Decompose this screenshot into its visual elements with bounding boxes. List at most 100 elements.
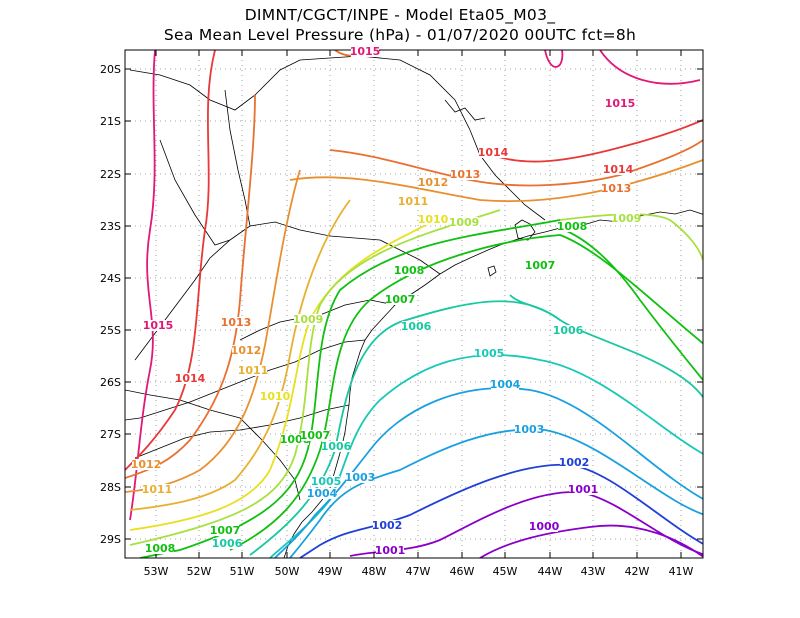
contour-label-bg bbox=[558, 221, 586, 232]
contour-label-bg bbox=[301, 430, 329, 441]
lat-tick-label: 29S bbox=[100, 533, 121, 546]
contour-label-bg bbox=[213, 538, 241, 549]
state-border-1 bbox=[129, 55, 546, 221]
isobar-1004 bbox=[274, 387, 703, 558]
contour-label-1002: 1002 bbox=[372, 519, 403, 532]
contour-label-bg bbox=[569, 484, 597, 495]
contour-label-bg bbox=[399, 196, 427, 207]
isobar-1012-w bbox=[125, 169, 301, 493]
contour-label-1010: 1010 bbox=[418, 213, 449, 226]
isobar-1008 bbox=[139, 219, 561, 558]
contour-label-bg bbox=[373, 520, 401, 531]
contour-label-1007: 1007 bbox=[385, 293, 416, 306]
contour-label-1000: 1000 bbox=[529, 520, 560, 533]
isobar-1015-ne bbox=[544, 50, 701, 85]
contour-label-bg bbox=[395, 265, 423, 276]
contour-label-bg bbox=[554, 325, 582, 336]
contour-label-bg bbox=[419, 214, 447, 225]
contour-label-bg bbox=[402, 321, 430, 332]
contour-label-1004: 1004 bbox=[307, 487, 338, 500]
isobars-layer bbox=[125, 50, 703, 558]
lon-tick-label: 53W bbox=[144, 565, 169, 578]
contour-label-bg bbox=[322, 441, 350, 452]
contour-label-1011: 1011 bbox=[398, 195, 429, 208]
contour-label-bg bbox=[515, 424, 543, 435]
contour-label-1006: 1006 bbox=[401, 320, 432, 333]
contour-label-1009: 1009 bbox=[449, 216, 480, 229]
contour-label-1013: 1013 bbox=[601, 182, 632, 195]
map-frame bbox=[124, 49, 704, 559]
contour-labels: 1015101510151014101410141013101310131012… bbox=[131, 45, 642, 557]
state-border-2 bbox=[134, 221, 441, 361]
contour-label-1006: 1006 bbox=[212, 537, 243, 550]
contour-label-1013: 1013 bbox=[450, 168, 481, 181]
contour-label-1009: 1009 bbox=[293, 313, 324, 326]
contour-label-bg bbox=[530, 521, 558, 532]
contour-label-1013: 1013 bbox=[221, 316, 252, 329]
lon-tick-label: 46W bbox=[450, 565, 475, 578]
contour-label-bg bbox=[526, 260, 554, 271]
contour-label-1005: 1005 bbox=[311, 475, 342, 488]
contour-label-1007: 1007 bbox=[525, 259, 556, 272]
lon-tick-label: 45W bbox=[493, 565, 518, 578]
contour-label-bg bbox=[176, 373, 204, 384]
lon-tick-label: 48W bbox=[362, 565, 387, 578]
contour-label-1012: 1012 bbox=[418, 176, 449, 189]
isobar-1002 bbox=[299, 463, 703, 558]
contour-label-bg bbox=[132, 459, 160, 470]
contour-label-bg bbox=[475, 348, 503, 359]
contour-label-1012: 1012 bbox=[231, 344, 262, 357]
contour-label-1014: 1014 bbox=[478, 146, 509, 159]
lat-tick-label: 22S bbox=[100, 168, 121, 181]
isobar-1000 bbox=[479, 524, 703, 558]
lat-tick-label: 26S bbox=[100, 376, 121, 389]
contour-label-1003: 1003 bbox=[345, 471, 376, 484]
lon-tick-label: 47W bbox=[406, 565, 431, 578]
lon-tick-label: 42W bbox=[625, 565, 650, 578]
map-title-line-1: DIMNT/CGCT/INPE - Model Eta05_M03_ bbox=[244, 6, 556, 24]
contour-label-bg bbox=[261, 391, 289, 402]
isobar-1014-w bbox=[125, 50, 216, 471]
contour-label-1008: 1008 bbox=[557, 220, 588, 233]
isobar-1013-ne bbox=[329, 139, 703, 187]
contour-label-1015: 1015 bbox=[350, 45, 381, 58]
contour-label-1011: 1011 bbox=[238, 364, 269, 377]
isobar-1014-ne bbox=[479, 119, 703, 163]
isobar-1007 bbox=[229, 234, 703, 551]
map-title-line-2: Sea Mean Level Pressure (hPa) - 01/07/20… bbox=[163, 26, 637, 44]
contour-label-1002: 1002 bbox=[559, 456, 590, 469]
country-border bbox=[125, 389, 301, 501]
contour-label-1012: 1012 bbox=[131, 458, 162, 471]
lon-tick-label: 49W bbox=[318, 565, 343, 578]
contour-label-bg bbox=[450, 217, 478, 228]
contour-label-1014: 1014 bbox=[175, 372, 206, 385]
river-2 bbox=[159, 139, 231, 246]
isobar-1005 bbox=[269, 354, 703, 558]
contour-label-1004: 1004 bbox=[490, 378, 521, 391]
island-1 bbox=[514, 219, 536, 241]
contour-label-bg bbox=[604, 164, 632, 175]
contour-label-bg bbox=[602, 183, 630, 194]
longitude-ticks: 53W 52W 51W 50W 49W 48W 47W 46W 45W 44W 43W 42W 41W bbox=[144, 50, 694, 578]
lat-tick-label: 20S bbox=[100, 63, 121, 76]
contour-label-1010: 1010 bbox=[260, 390, 291, 403]
bay-mark bbox=[444, 99, 486, 121]
isobar-1008-e bbox=[559, 227, 703, 381]
contour-label-bg bbox=[239, 365, 267, 376]
contour-label-1008: 1008 bbox=[394, 264, 425, 277]
contour-label-bg bbox=[144, 320, 172, 331]
contour-label-bg bbox=[312, 476, 340, 487]
isobar-1009-w bbox=[129, 209, 501, 546]
contour-label-bg bbox=[491, 379, 519, 390]
contour-label-bg bbox=[232, 345, 260, 356]
lat-tick-label: 23S bbox=[100, 220, 121, 233]
contour-label-bg bbox=[451, 169, 479, 180]
contour-label-1007: 1007 bbox=[210, 524, 241, 537]
lat-tick-label: 21S bbox=[100, 115, 121, 128]
contour-label-1014: 1014 bbox=[603, 163, 634, 176]
contour-label-1005: 1005 bbox=[474, 347, 505, 360]
lat-tick-label: 25S bbox=[100, 324, 121, 337]
contour-label-1009: 1009 bbox=[611, 212, 642, 225]
contour-label-bg bbox=[351, 46, 379, 57]
